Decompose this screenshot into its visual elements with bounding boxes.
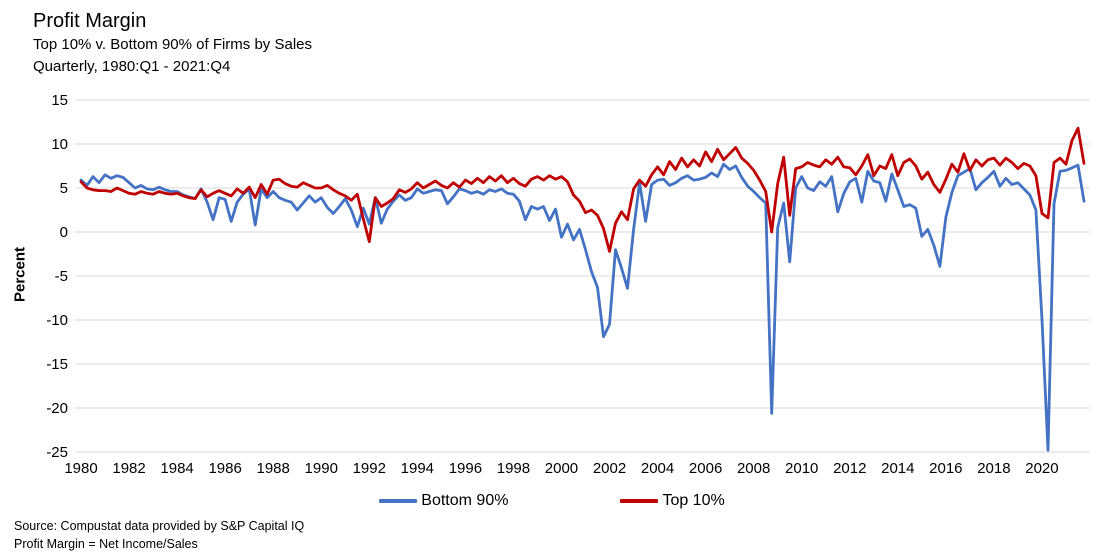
x-tick-label: 2014 bbox=[881, 460, 914, 477]
x-tick-label: 2004 bbox=[641, 460, 674, 477]
x-tick-label: 1994 bbox=[401, 460, 434, 477]
y-tick-label: -10 bbox=[46, 312, 68, 329]
y-tick-label: 10 bbox=[51, 136, 68, 153]
x-tick-label: 1990 bbox=[305, 460, 338, 477]
x-tick-label: 1984 bbox=[160, 460, 193, 477]
x-tick-label: 1980 bbox=[64, 460, 97, 477]
x-tick-label: 1982 bbox=[112, 460, 145, 477]
y-tick-label: 15 bbox=[51, 92, 68, 109]
chart-subtitle-1: Top 10% v. Bottom 90% of Firms by Sales bbox=[33, 36, 313, 53]
legend-label: Bottom 90% bbox=[421, 492, 509, 509]
y-tick-label: 5 bbox=[60, 180, 68, 197]
series-line-top-10- bbox=[79, 126, 1086, 253]
source-note: Source: Compustat data provided by S&P C… bbox=[14, 519, 305, 533]
y-tick-label: -25 bbox=[46, 444, 68, 461]
legend-line-swatch-red bbox=[620, 499, 659, 503]
x-tick-label: 2018 bbox=[977, 460, 1010, 477]
y-tick-label: -5 bbox=[55, 268, 68, 285]
x-tick-label: 1992 bbox=[353, 460, 386, 477]
x-tick-label: 2020 bbox=[1025, 460, 1058, 477]
y-tick-label: 0 bbox=[60, 224, 68, 241]
formula-note: Profit Margin = Net Income/Sales bbox=[14, 537, 198, 551]
x-tick-label: 1998 bbox=[497, 460, 530, 477]
legend: Bottom 90% Top 10% bbox=[0, 492, 1104, 510]
chart-subtitle-2: Quarterly, 1980:Q1 - 2021:Q4 bbox=[33, 58, 231, 75]
x-tick-label: 1996 bbox=[449, 460, 482, 477]
x-tick-label: 2012 bbox=[833, 460, 866, 477]
legend-item-bottom-90: Bottom 90% bbox=[379, 492, 508, 510]
footnotes: Source: Compustat data provided by S&P C… bbox=[14, 517, 304, 553]
x-tick-label: 2010 bbox=[785, 460, 818, 477]
legend-item-top-10: Top 10% bbox=[620, 492, 725, 510]
y-tick-label: -15 bbox=[46, 356, 68, 373]
x-tick-label: 2008 bbox=[737, 460, 770, 477]
chart-title: Profit Margin bbox=[33, 10, 147, 32]
x-tick-label: 2000 bbox=[545, 460, 578, 477]
chart-header: Profit Margin Top 10% v. Bottom 90% of F… bbox=[33, 8, 312, 78]
x-tick-label: 2006 bbox=[689, 460, 722, 477]
y-axis-title: Percent bbox=[11, 246, 29, 303]
legend-line-swatch-blue bbox=[379, 499, 418, 503]
x-tick-label: 1986 bbox=[208, 460, 241, 477]
x-tick-label: 2016 bbox=[929, 460, 962, 477]
y-tick-label: -20 bbox=[46, 400, 68, 417]
x-tick-label: 1988 bbox=[257, 460, 290, 477]
legend-label: Top 10% bbox=[662, 492, 725, 509]
x-tick-label: 2002 bbox=[593, 460, 626, 477]
